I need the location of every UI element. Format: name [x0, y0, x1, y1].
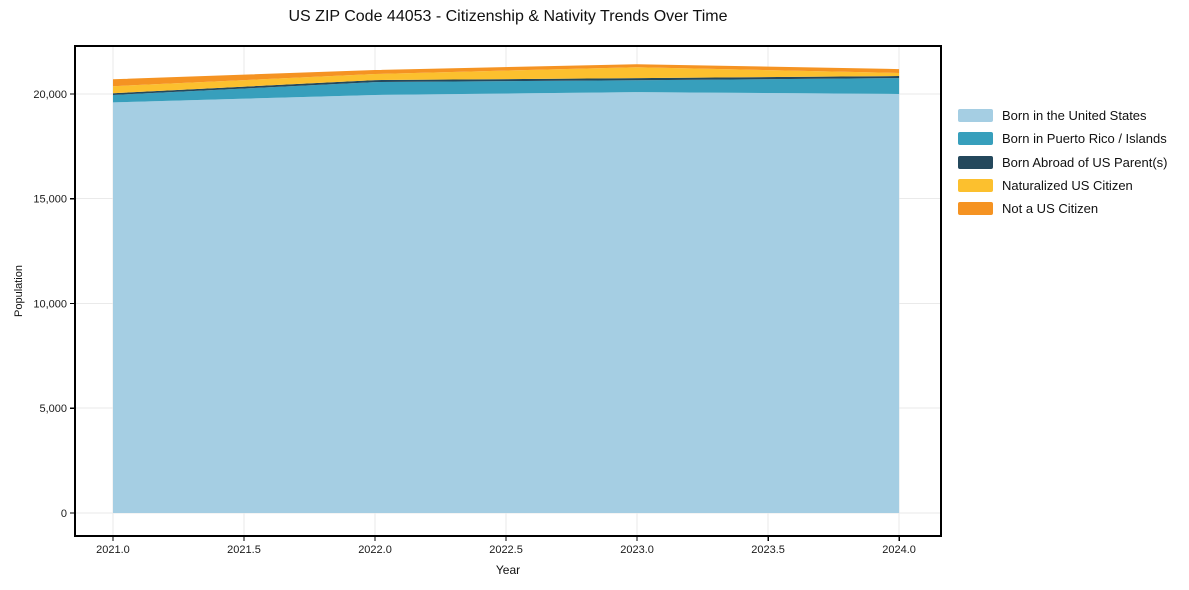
- legend-item: Born Abroad of US Parent(s): [958, 151, 1167, 174]
- x-tick-label: 2023.0: [620, 544, 654, 556]
- legend-swatch: [958, 109, 993, 123]
- y-tick-label: 20,000: [33, 89, 67, 101]
- area-series: [113, 78, 900, 103]
- legend-item: Born in Puerto Rico / Islands: [958, 127, 1167, 150]
- legend-label: Born Abroad of US Parent(s): [1002, 154, 1168, 170]
- legend-item: Not a US Citizen: [958, 197, 1167, 220]
- x-tick-label: 2022.5: [489, 544, 523, 556]
- legend-label: Born in the United States: [1002, 108, 1147, 124]
- x-tick-label: 2021.5: [227, 544, 261, 556]
- legend-swatch: [958, 155, 993, 169]
- legend-item: Born in the United States: [958, 104, 1167, 127]
- x-tick-label: 2024.0: [882, 544, 916, 556]
- plot-border: [74, 45, 942, 537]
- legend-item: Naturalized US Citizen: [958, 174, 1167, 197]
- y-tick-label: 5,000: [39, 403, 67, 415]
- x-tick-label: 2023.5: [751, 544, 785, 556]
- legend-label: Born in Puerto Rico / Islands: [1002, 131, 1167, 147]
- y-tick-label: 0: [61, 508, 67, 520]
- area-series: [113, 92, 900, 513]
- x-tick-label: 2021.0: [96, 544, 130, 556]
- y-tick-label: 10,000: [33, 298, 67, 310]
- y-axis-label: Population: [13, 265, 25, 317]
- legend: Born in the United States Born in Puerto …: [958, 104, 1167, 220]
- area-series: [113, 67, 900, 94]
- legend-swatch: [958, 179, 993, 193]
- area-series: [113, 64, 900, 87]
- x-tick-label: 2022.0: [358, 544, 392, 556]
- area-series: [113, 76, 900, 95]
- legend-label: Not a US Citizen: [1002, 201, 1099, 217]
- chart-title: US ZIP Code 44053 - Citizenship & Nativi…: [288, 8, 728, 25]
- legend-label: Naturalized US Citizen: [1002, 178, 1133, 194]
- legend-swatch: [958, 202, 993, 216]
- y-tick-label: 15,000: [33, 194, 67, 206]
- legend-swatch: [958, 132, 993, 146]
- x-axis-label: Year: [495, 563, 521, 577]
